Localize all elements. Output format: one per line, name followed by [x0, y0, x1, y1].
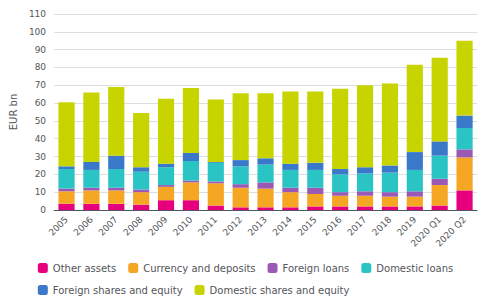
svg-text:70: 70 [35, 80, 47, 90]
svg-text:2014: 2014 [271, 214, 294, 237]
svg-text:110: 110 [29, 9, 46, 19]
svg-text:2005: 2005 [47, 214, 70, 237]
svg-text:30: 30 [35, 152, 47, 162]
svg-text:0: 0 [40, 205, 46, 215]
svg-text:2013: 2013 [246, 214, 269, 237]
svg-text:Foreign shares and equity: Foreign shares and equity [53, 285, 183, 296]
svg-text:90: 90 [35, 45, 47, 55]
svg-text:50: 50 [35, 116, 47, 126]
svg-text:40: 40 [35, 134, 47, 144]
svg-text:10: 10 [35, 187, 47, 197]
svg-text:Other assets: Other assets [53, 263, 116, 274]
svg-text:Currency and deposits: Currency and deposits [143, 263, 255, 274]
svg-text:2009: 2009 [146, 214, 169, 237]
svg-text:2020 Q1: 2020 Q1 [408, 214, 444, 249]
svg-text:2015: 2015 [296, 214, 319, 237]
svg-text:60: 60 [35, 98, 47, 108]
svg-text:Domestic loans: Domestic loans [376, 263, 453, 274]
svg-text:2018: 2018 [370, 214, 393, 237]
svg-text:2006: 2006 [72, 214, 95, 237]
svg-text:2008: 2008 [121, 214, 144, 237]
svg-text:20: 20 [35, 169, 47, 179]
svg-text:2011: 2011 [196, 214, 219, 237]
svg-text:100: 100 [29, 27, 46, 37]
svg-text:Domestic shares and equity: Domestic shares and equity [210, 285, 350, 296]
svg-text:2007: 2007 [97, 214, 120, 237]
svg-text:2020 Q2: 2020 Q2 [434, 214, 468, 248]
svg-text:EUR bn: EUR bn [8, 94, 19, 130]
svg-text:2017: 2017 [345, 214, 368, 237]
svg-text:Foreign loans: Foreign loans [283, 263, 350, 274]
svg-text:2016: 2016 [320, 214, 343, 237]
svg-text:2019: 2019 [395, 214, 419, 238]
svg-text:2012: 2012 [221, 214, 244, 237]
svg-text:80: 80 [35, 62, 47, 72]
svg-text:2010: 2010 [171, 214, 194, 237]
